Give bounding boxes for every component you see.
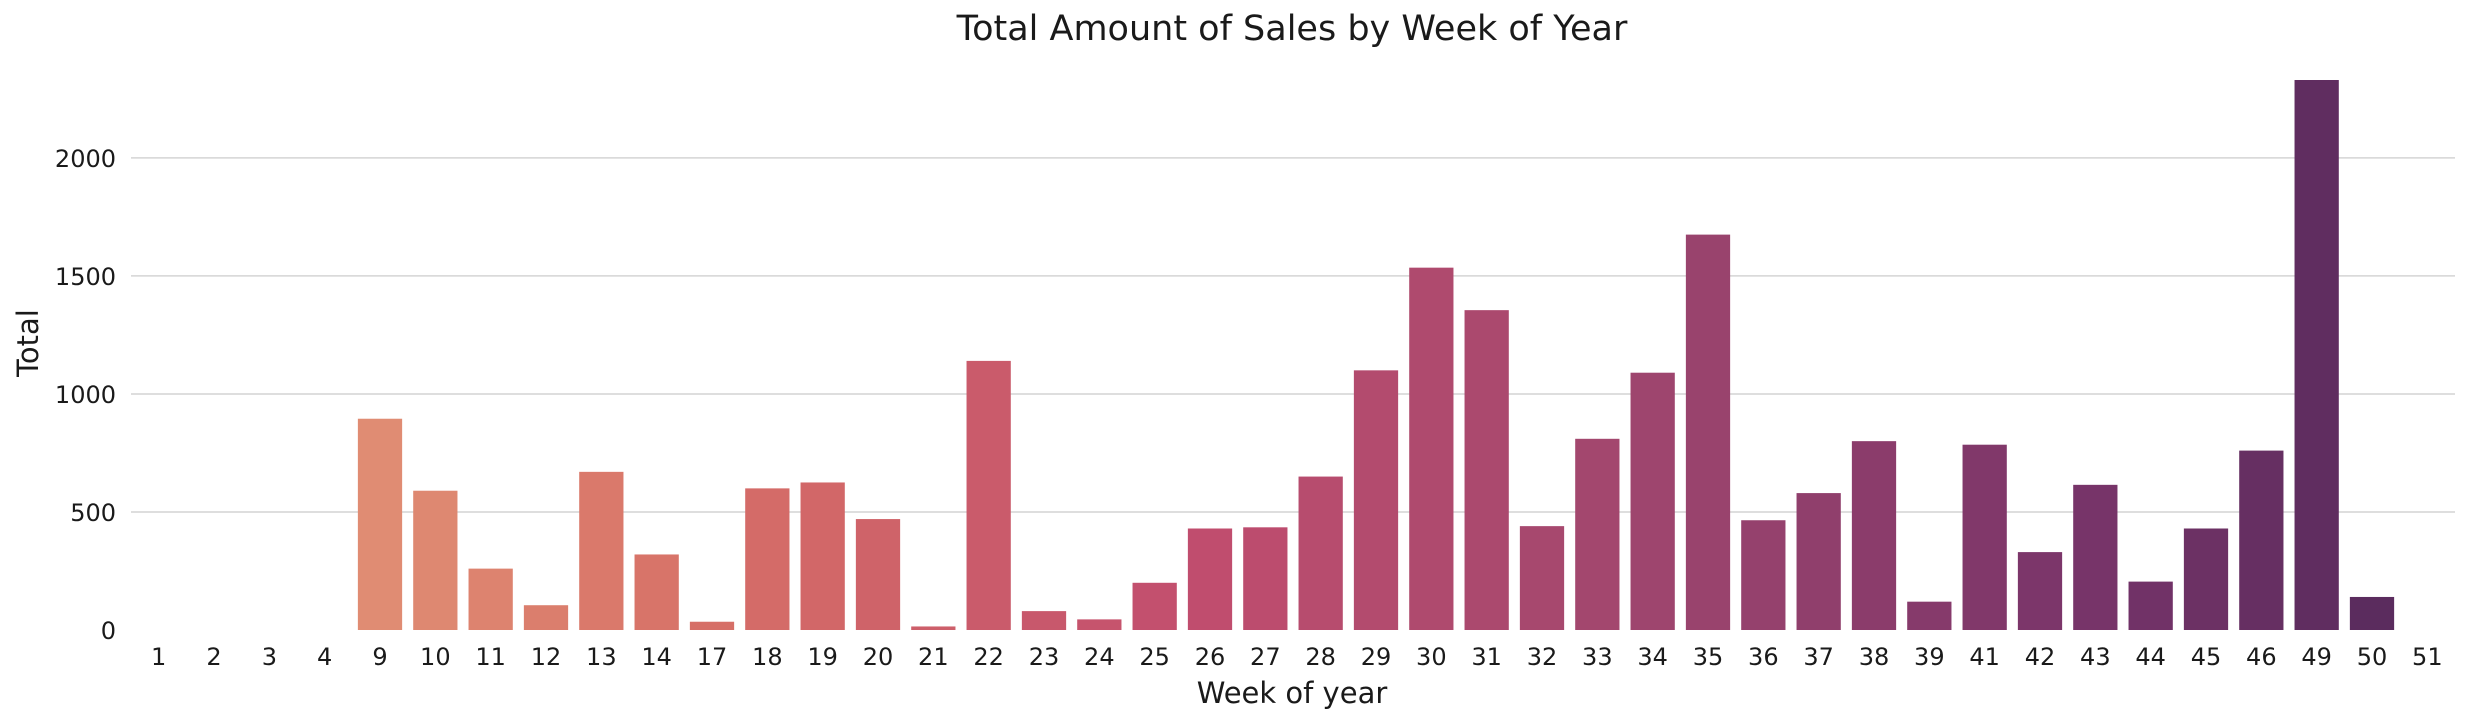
x-tick-label: 35 <box>1693 643 1724 671</box>
x-tick-label: 28 <box>1305 643 1336 671</box>
bar-week-9 <box>357 418 403 630</box>
x-tick-label: 34 <box>1637 643 1668 671</box>
bars <box>357 80 2395 630</box>
bar-week-28 <box>1298 476 1343 630</box>
x-tick-label: 30 <box>1416 643 1447 671</box>
bar-week-13 <box>579 471 624 630</box>
x-tick-label: 23 <box>1029 643 1060 671</box>
bar-week-43 <box>2073 484 2118 630</box>
x-tick-label: 27 <box>1250 643 1281 671</box>
bar-week-44 <box>2128 581 2173 630</box>
x-tick-label: 39 <box>1914 643 1945 671</box>
x-tick-label: 17 <box>697 643 728 671</box>
x-tick-label: 36 <box>1748 643 1779 671</box>
bar-week-35 <box>1685 234 1731 630</box>
bar-week-32 <box>1519 526 1565 630</box>
x-tick-label: 44 <box>2135 643 2166 671</box>
bar-week-18 <box>745 488 790 630</box>
x-tick-label: 18 <box>752 643 783 671</box>
y-tick-label: 1000 <box>55 381 116 409</box>
x-tick-label: 14 <box>641 643 672 671</box>
y-tick-label: 0 <box>101 617 116 645</box>
x-axis-label: Week of year <box>1197 676 1388 710</box>
bar-week-50 <box>2349 596 2395 630</box>
bar-week-33 <box>1575 438 1620 630</box>
y-tick-label: 2000 <box>55 145 116 173</box>
bar-week-31 <box>1464 310 1509 630</box>
bar-week-14 <box>634 554 679 630</box>
x-tick-label: 21 <box>918 643 949 671</box>
x-tick-label: 4 <box>317 643 332 671</box>
bar-week-45 <box>2183 528 2229 630</box>
bar-week-49 <box>2294 80 2339 630</box>
x-tick-label: 12 <box>531 643 562 671</box>
x-tick-label: 3 <box>262 643 277 671</box>
bar-week-19 <box>800 482 845 630</box>
bar-week-27 <box>1243 527 1288 630</box>
x-tick-label: 9 <box>372 643 387 671</box>
x-tick-label: 11 <box>475 643 506 671</box>
grid-lines <box>131 157 2455 513</box>
x-tick-label: 31 <box>1471 643 1502 671</box>
y-tick-label: 1500 <box>55 263 116 291</box>
bar-week-34 <box>1630 372 1675 630</box>
bar-week-24 <box>1077 619 1122 630</box>
bar-week-10 <box>413 490 458 630</box>
x-tick-label: 33 <box>1582 643 1613 671</box>
bar-week-20 <box>855 519 901 630</box>
x-tick-label: 25 <box>1139 643 1170 671</box>
chart-title: Total Amount of Sales by Week of Year <box>956 9 1628 49</box>
x-tick-label: 49 <box>2301 643 2332 671</box>
y-tick-labels: 0 500 1000 1500 2000 <box>55 145 116 645</box>
x-tick-label: 13 <box>586 643 617 671</box>
bar-week-23 <box>1021 611 1067 630</box>
x-tick-label: 51 <box>2412 643 2443 671</box>
bar-week-37 <box>1796 493 1841 630</box>
x-tick-label: 38 <box>1859 643 1890 671</box>
bar-week-29 <box>1353 370 1399 630</box>
bar-week-12 <box>523 605 569 630</box>
x-tick-label: 10 <box>420 643 451 671</box>
bar-week-30 <box>1409 267 1454 630</box>
y-axis-label: Total <box>11 309 45 378</box>
y-tick-label: 500 <box>70 499 116 527</box>
bar-week-26 <box>1187 528 1233 630</box>
x-tick-label: 20 <box>863 643 894 671</box>
x-tick-label: 50 <box>2357 643 2388 671</box>
bar-week-42 <box>2017 552 2063 630</box>
bar-week-41 <box>1962 444 2007 630</box>
bar-week-25 <box>1132 582 1177 630</box>
bar-week-11 <box>468 568 513 630</box>
x-tick-label: 32 <box>1527 643 1558 671</box>
x-tick-label: 46 <box>2246 643 2277 671</box>
bar-week-38 <box>1851 441 1897 630</box>
bar-week-21 <box>911 626 956 630</box>
x-tick-label: 22 <box>973 643 1004 671</box>
x-tick-labels: 1 2 3 4 9 10 11 12 13 14 17 18 19 20 21 22 23 24 25 26 27 28 2… <box>151 643 2443 671</box>
bar-week-17 <box>689 621 735 630</box>
x-tick-label: 42 <box>2025 643 2056 671</box>
x-tick-label: 24 <box>1084 643 1115 671</box>
x-tick-label: 45 <box>2191 643 2222 671</box>
x-tick-label: 41 <box>1969 643 2000 671</box>
x-tick-label: 29 <box>1361 643 1392 671</box>
x-tick-label: 2 <box>206 643 221 671</box>
bar-week-36 <box>1741 520 1786 630</box>
bar-week-46 <box>2239 450 2284 630</box>
x-tick-label: 1 <box>151 643 166 671</box>
x-tick-label: 37 <box>1803 643 1834 671</box>
x-tick-label: 26 <box>1195 643 1226 671</box>
bar-week-39 <box>1907 601 1952 630</box>
x-tick-label: 19 <box>807 643 838 671</box>
bar-week-22 <box>966 360 1011 630</box>
x-tick-label: 43 <box>2080 643 2111 671</box>
